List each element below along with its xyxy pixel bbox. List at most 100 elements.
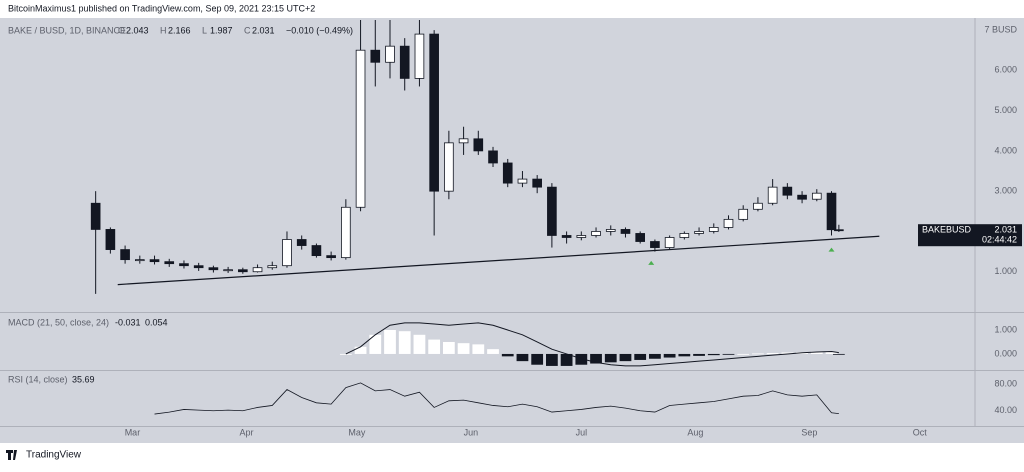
candle-body: [458, 138, 469, 144]
candle-body: [134, 259, 145, 262]
histogram-bar: [619, 353, 632, 362]
histogram-bar: [339, 353, 352, 355]
histogram-bar: [398, 331, 411, 354]
candle-body: [193, 265, 204, 269]
ohlc-value: 2.031: [252, 25, 275, 35]
y-tick-label: 1.000: [994, 266, 1017, 276]
candle-body: [488, 150, 498, 164]
candle-body: [797, 194, 807, 200]
y-tick-label: 7 BUSD: [984, 24, 1017, 34]
price-label-countdown: 02:44:42: [982, 235, 1017, 245]
candle-body: [444, 142, 454, 192]
marker: [828, 247, 835, 252]
publisher: BitcoinMaximus1 published on TradingView…: [8, 3, 315, 13]
ohlc-key: L: [202, 25, 207, 35]
histogram-bar: [810, 351, 823, 354]
candle-body: [414, 33, 425, 79]
candle-body: [635, 233, 646, 242]
candle-body: [767, 186, 778, 204]
x-tick-label: Jun: [464, 427, 479, 437]
candle-body: [164, 261, 175, 265]
candle-body: [267, 265, 278, 269]
symbol-title: BAKE / BUSD, 1D, BINANCE: [8, 25, 126, 35]
ohlc-value: 1.987: [210, 25, 233, 35]
candle-body: [399, 45, 410, 79]
histogram-bar: [707, 353, 720, 356]
histogram-bar: [442, 341, 455, 354]
candle-body: [90, 202, 101, 230]
candle-body: [326, 255, 336, 259]
candle-body: [620, 229, 631, 234]
ohlc-key: O: [118, 25, 125, 35]
histogram-bar: [413, 334, 426, 354]
x-tick-label: May: [348, 427, 366, 437]
ohlc-value: 2.166: [168, 25, 191, 35]
candle-body: [723, 218, 734, 228]
candle-body: [576, 235, 587, 238]
histogram-bar: [634, 353, 647, 360]
candle-body: [238, 269, 248, 273]
indicator-value: 0.054: [145, 317, 168, 327]
candle-body: [341, 206, 351, 259]
footer-brand: TradingView: [26, 450, 82, 461]
candle-body: [679, 233, 690, 238]
candles: [90, 20, 844, 294]
x-tick-label: Aug: [687, 427, 703, 437]
y-tick-label: 5.000: [994, 105, 1017, 115]
candle-body: [826, 192, 837, 231]
candle-body: [708, 227, 719, 232]
histogram-bar: [501, 353, 514, 357]
y-tick-label: 40.00: [994, 405, 1017, 415]
histogram-bar: [384, 330, 396, 354]
candle-body: [738, 208, 749, 220]
candle-body: [370, 49, 381, 63]
candle-body: [811, 192, 822, 200]
histogram-bar: [472, 344, 485, 354]
candle-body: [355, 49, 366, 208]
histogram-bar: [531, 353, 544, 365]
candle-body: [547, 186, 557, 236]
y-tick-label: 1.000: [994, 324, 1017, 334]
footer-logo: [6, 450, 17, 460]
histogram-bar: [649, 353, 661, 359]
histogram-bar: [766, 352, 779, 354]
y-tick-label: 6.000: [994, 65, 1017, 75]
histogram-bar: [722, 353, 735, 355]
candle-body: [473, 138, 484, 152]
candle-body: [517, 178, 528, 184]
indicator-value: 35.69: [72, 374, 95, 384]
indicator-value: -0.031: [115, 317, 141, 327]
ohlc-value: 2.043: [126, 25, 149, 35]
price-label-value: 2.031: [994, 225, 1017, 235]
histogram-bar: [590, 353, 602, 364]
candle-body: [311, 245, 322, 257]
histogram-bar: [825, 352, 838, 354]
histogram-bar: [354, 346, 367, 354]
y-tick-label: 0.000: [994, 348, 1017, 358]
histogram-bar: [369, 334, 382, 354]
price-label-symbol: BAKEBUSD: [922, 225, 972, 235]
histogram-bar: [516, 353, 529, 362]
candle-body: [502, 162, 513, 184]
histogram-bar: [487, 349, 499, 354]
histogram-bar: [781, 352, 794, 354]
candle-body: [753, 202, 763, 210]
trendline: [117, 235, 880, 286]
macd-line: [345, 322, 839, 367]
x-tick-label: Sep: [801, 427, 817, 437]
candle-body: [296, 239, 307, 246]
indicator-title: MACD (21, 50, close, 24): [8, 317, 109, 327]
histogram-bar: [832, 353, 845, 355]
y-tick-label: 3.000: [994, 186, 1017, 196]
symbol-legend: BAKE / BUSD, 1D, BINANCE: [8, 25, 126, 35]
candle-body: [650, 241, 660, 248]
chart-background: [0, 18, 1024, 443]
candle-body: [532, 178, 542, 188]
histogram-bar: [663, 353, 676, 358]
candle-body: [208, 267, 219, 271]
histogram-bar: [546, 353, 558, 366]
indicator-title: RSI (14, close): [8, 374, 68, 384]
histogram-bar: [560, 353, 573, 366]
candle-body: [591, 231, 601, 236]
